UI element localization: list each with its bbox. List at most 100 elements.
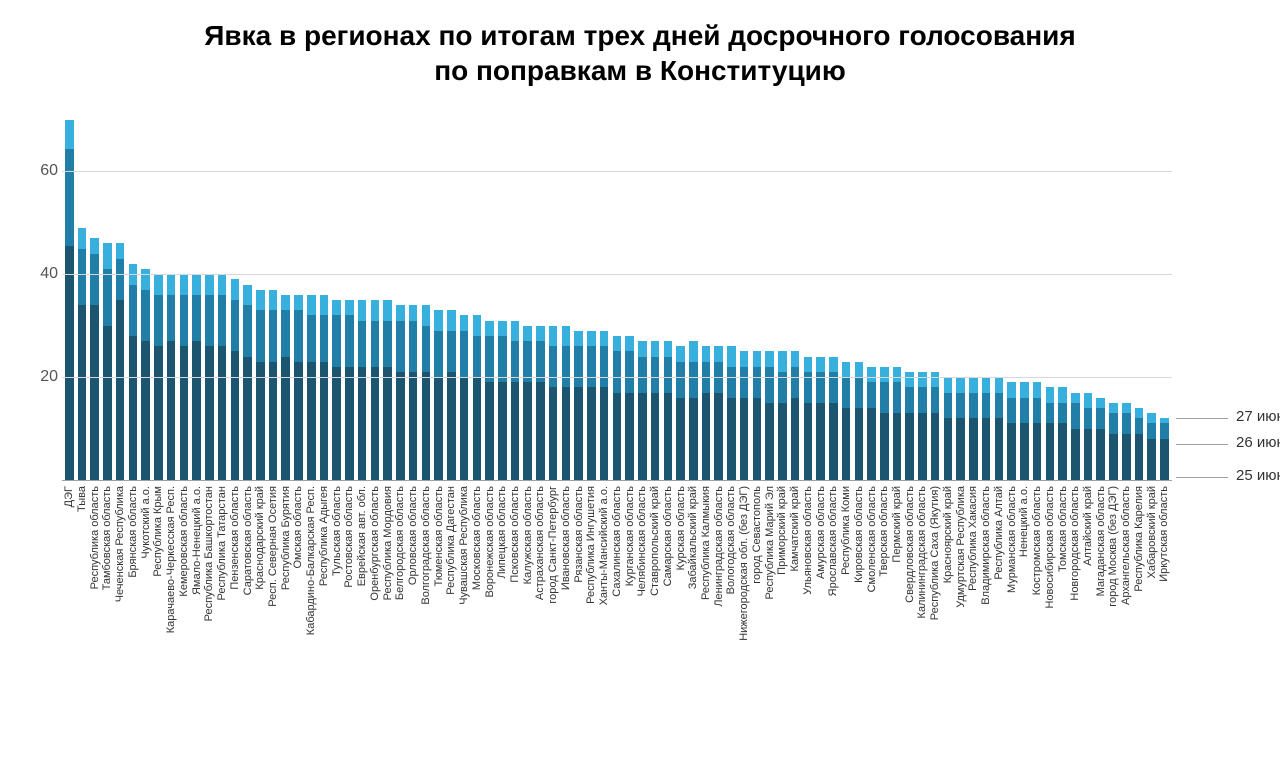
bar-segment xyxy=(867,367,876,382)
bar xyxy=(269,120,278,480)
y-tick-label: 40 xyxy=(20,265,58,283)
x-label: Вологодская область xyxy=(727,482,736,722)
bar-segment xyxy=(78,305,87,480)
x-label: Республика Саха (Якутия) xyxy=(931,482,940,722)
bar-segment xyxy=(180,274,189,295)
bar-segment xyxy=(396,321,405,372)
bar-segment xyxy=(600,346,609,387)
bar-segment xyxy=(498,336,507,382)
bar-segment xyxy=(778,351,787,372)
bar-segment xyxy=(982,418,991,480)
bar-segment xyxy=(345,315,354,366)
x-label: Хабаровский край xyxy=(1147,482,1156,722)
bar-segment xyxy=(358,321,367,367)
bar-segment xyxy=(995,418,1004,480)
bar-segment xyxy=(905,372,914,387)
bar-segment xyxy=(447,331,456,372)
bar-segment xyxy=(116,300,125,480)
x-label: Еврейская авт. обл. xyxy=(358,482,367,722)
bar-segment xyxy=(1033,423,1042,480)
bar xyxy=(1109,120,1118,480)
x-label: Ивановская область xyxy=(562,482,571,722)
x-label: Смоленская область xyxy=(867,482,876,722)
x-label: Брянская область xyxy=(129,482,138,722)
bar-segment xyxy=(880,367,889,382)
bar-segment xyxy=(294,310,303,361)
bar-segment xyxy=(867,408,876,480)
x-label: город Севастополь xyxy=(753,482,762,722)
bar-segment xyxy=(332,315,341,366)
bar-segment xyxy=(396,305,405,320)
bar-segment xyxy=(256,290,265,311)
x-label: Псковская область xyxy=(511,482,520,722)
bar-segment xyxy=(1147,439,1156,480)
x-label: Свердловская область xyxy=(905,482,914,722)
bar xyxy=(714,120,723,480)
bar-segment xyxy=(562,326,571,347)
bar-segment xyxy=(78,228,87,249)
bar-segment xyxy=(727,398,736,480)
bar-segment xyxy=(689,398,698,480)
bar-segment xyxy=(944,377,953,392)
bar-segment xyxy=(1135,408,1144,418)
y-tick-label: 60 xyxy=(20,162,58,180)
bar xyxy=(574,120,583,480)
bar-segment xyxy=(256,362,265,480)
x-label: Алтайский край xyxy=(1084,482,1093,722)
x-label: Красноярский край xyxy=(944,482,953,722)
bar-segment xyxy=(855,362,864,377)
gridline xyxy=(62,171,1172,172)
chart-container: Явка в регионах по итогам трех дней доср… xyxy=(0,0,1280,761)
bar xyxy=(562,120,571,480)
x-label: Республика Бурятия xyxy=(281,482,290,722)
bar-segment xyxy=(867,382,876,408)
bar xyxy=(332,120,341,480)
x-label: Тульская область xyxy=(332,482,341,722)
bar-segment xyxy=(205,295,214,346)
bar xyxy=(281,120,290,480)
x-label: Пензенская область xyxy=(231,482,240,722)
bar xyxy=(804,120,813,480)
bar-segment xyxy=(1007,382,1016,397)
bar-segment xyxy=(791,398,800,480)
bar-segment xyxy=(460,331,469,377)
bar-segment xyxy=(1096,429,1105,480)
bar-segment xyxy=(893,367,902,382)
bar-segment xyxy=(536,382,545,480)
bar xyxy=(1147,120,1156,480)
bar-segment xyxy=(218,274,227,295)
bar-segment xyxy=(434,310,443,331)
x-label: Приморский край xyxy=(778,482,787,722)
x-label: Иркутская область xyxy=(1160,482,1169,722)
bar-segment xyxy=(536,326,545,341)
bar-segment xyxy=(664,357,673,393)
bar-segment xyxy=(791,351,800,366)
bar-segment xyxy=(549,346,558,387)
legend-connector xyxy=(1176,444,1228,445)
bar-segment xyxy=(918,413,927,480)
x-label: Республика Крым xyxy=(154,482,163,722)
bar-segment xyxy=(371,367,380,480)
bar xyxy=(358,120,367,480)
x-label: Республика Карелия xyxy=(1135,482,1144,722)
x-label: Забайкальский край xyxy=(689,482,698,722)
bar xyxy=(523,120,532,480)
x-label: Республика Адыгея xyxy=(320,482,329,722)
bar-segment xyxy=(192,274,201,295)
bar-segment xyxy=(1046,387,1055,402)
bar-segment xyxy=(880,413,889,480)
bar xyxy=(256,120,265,480)
bar-segment xyxy=(167,341,176,480)
bar-segment xyxy=(281,310,290,356)
bar xyxy=(1135,120,1144,480)
bar-segment xyxy=(498,382,507,480)
x-label: Белгородская область xyxy=(396,482,405,722)
x-label: город Москва (без ДЭГ) xyxy=(1109,482,1118,722)
bar-segment xyxy=(982,393,991,419)
bar-segment xyxy=(371,300,380,321)
bar-segment xyxy=(511,341,520,382)
bar-segment xyxy=(651,393,660,480)
bar-segment xyxy=(1058,403,1067,424)
bar-segment xyxy=(422,372,431,480)
bar xyxy=(727,120,736,480)
